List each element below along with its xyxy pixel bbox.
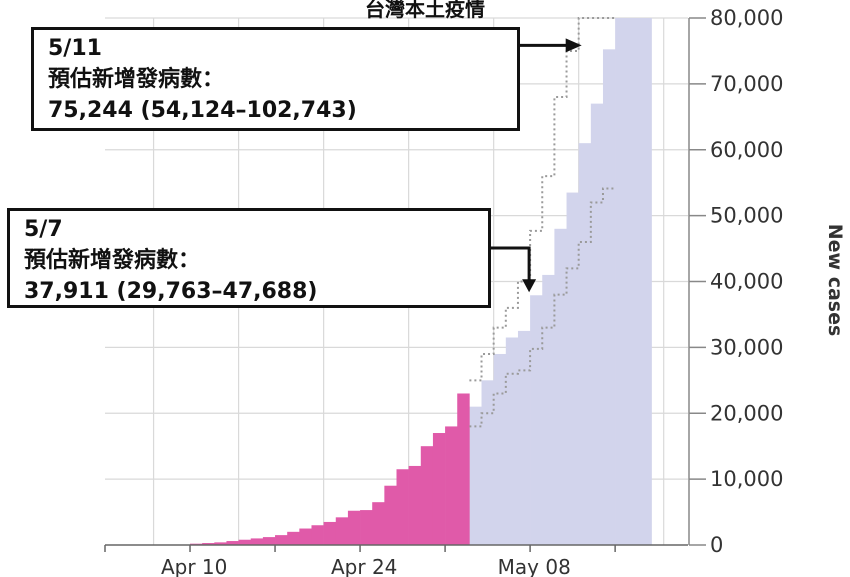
y-tick-label: 20,000 bbox=[710, 401, 783, 425]
projected-bar bbox=[517, 330, 531, 545]
observed-bar bbox=[445, 426, 458, 545]
observed-bar bbox=[202, 543, 215, 545]
chart-title: 台灣本土疫情 bbox=[365, 0, 485, 21]
y-tick-label: 60,000 bbox=[710, 138, 783, 162]
arrowhead-may-7 bbox=[522, 279, 537, 293]
observed-bar bbox=[323, 521, 337, 545]
observed-bar bbox=[250, 538, 264, 545]
annotation-may-7-value: 37,911 (29,763–47,688) bbox=[24, 279, 318, 304]
y-axis-title: New cases bbox=[824, 224, 846, 337]
projected-bar bbox=[578, 143, 592, 545]
observed-bar bbox=[360, 510, 373, 545]
annotation-may-7-date: 5/7 bbox=[24, 217, 63, 242]
projected-bar bbox=[554, 228, 567, 546]
projected-bar bbox=[602, 49, 616, 546]
projected-bar bbox=[505, 337, 519, 545]
lower-interval-line bbox=[469, 187, 616, 428]
y-tick-label: 30,000 bbox=[710, 335, 783, 359]
y-tick-label: 40,000 bbox=[710, 270, 783, 294]
projected-bar bbox=[615, 18, 628, 545]
observed-bar bbox=[262, 537, 276, 545]
observed-bar bbox=[432, 433, 446, 545]
projected-bar bbox=[566, 192, 579, 545]
observed-bar bbox=[299, 528, 312, 545]
projected-bar bbox=[542, 274, 555, 545]
projected-bar bbox=[590, 103, 604, 545]
annotation-may-11-value: 75,244 (54,124–102,743) bbox=[48, 98, 357, 123]
x-tick-label: Apr 24 bbox=[331, 555, 397, 577]
observed-bar bbox=[335, 517, 349, 545]
annotation-may-11: 5/11 預估新增發病數： 75,244 (54,124–102,743) bbox=[31, 27, 520, 131]
arrowhead-may-11 bbox=[565, 38, 582, 53]
observed-bar bbox=[226, 541, 239, 545]
observed-bar bbox=[396, 469, 409, 545]
projected-bar bbox=[493, 353, 507, 545]
projected-bar bbox=[627, 18, 640, 545]
annotation-may-11-label: 預估新增發病數： bbox=[48, 67, 225, 92]
observed-bar bbox=[287, 531, 300, 545]
observed-bar bbox=[275, 535, 288, 545]
observed-bar bbox=[311, 525, 324, 545]
annotation-may-7: 5/7 預估新增發病數： 37,911 (29,763–47,688) bbox=[7, 208, 491, 308]
y-tick-label: 10,000 bbox=[710, 467, 783, 491]
observed-bar bbox=[347, 510, 361, 545]
observed-bar bbox=[420, 446, 434, 545]
observed-bar bbox=[238, 539, 252, 545]
annotation-may-11-date: 5/11 bbox=[48, 36, 102, 61]
y-tick-label: 80,000 bbox=[710, 6, 783, 30]
observed-bar bbox=[408, 465, 422, 545]
projected-bar bbox=[469, 406, 482, 545]
projected-bar bbox=[639, 18, 652, 545]
x-tick-label: May 08 bbox=[498, 555, 571, 577]
observed-bar bbox=[372, 502, 385, 545]
observed-bar bbox=[457, 393, 470, 545]
x-tick-label: Apr 10 bbox=[161, 555, 227, 577]
observed-bar bbox=[384, 485, 397, 545]
upper-interval-line bbox=[469, 17, 616, 382]
projected-bar bbox=[481, 380, 494, 545]
projected-bar bbox=[530, 295, 543, 545]
y-tick-label: 70,000 bbox=[710, 72, 783, 96]
y-tick-label: 0 bbox=[710, 533, 723, 557]
arrow-may-7 bbox=[491, 246, 531, 282]
y-tick-label: 50,000 bbox=[710, 204, 783, 228]
observed-bar bbox=[214, 542, 227, 545]
annotation-may-7-label: 預估新增發病數： bbox=[24, 248, 201, 273]
